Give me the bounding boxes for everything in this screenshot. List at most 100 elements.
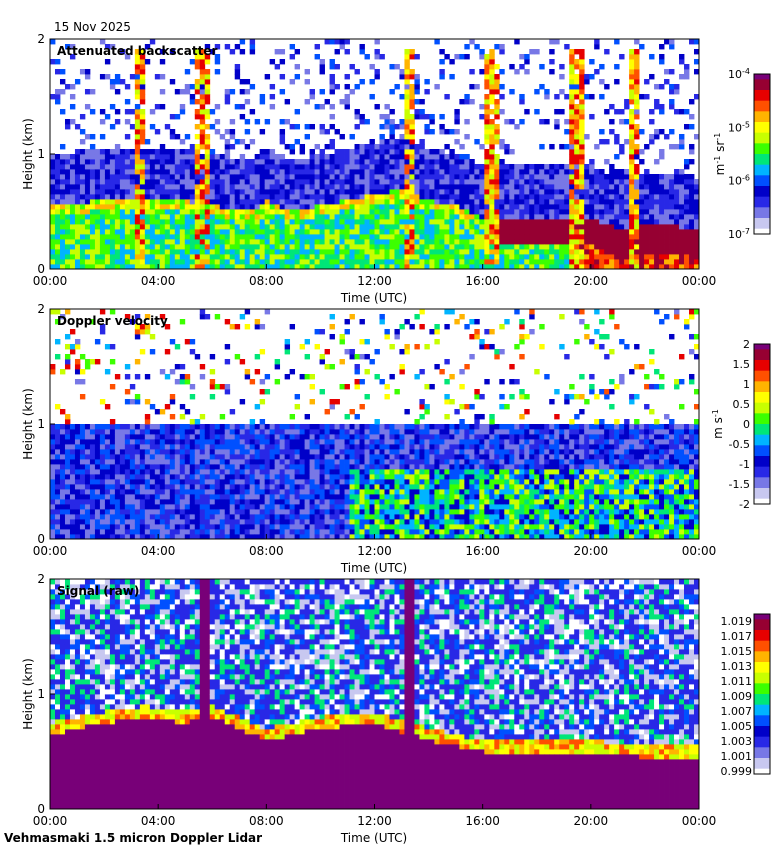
heatmap-cell <box>674 264 680 270</box>
heatmap-cell <box>204 94 211 100</box>
heatmap-cell <box>194 124 201 130</box>
heatmap-cell <box>629 79 635 85</box>
heatmap-cell <box>234 159 241 165</box>
heatmap-cell <box>179 374 186 380</box>
heatmap-cell <box>199 489 206 495</box>
colorbar-step <box>754 156 770 160</box>
heatmap-cell <box>159 259 166 265</box>
heatmap-cell <box>474 44 480 50</box>
heatmap-cell <box>624 254 630 260</box>
heatmap-cell <box>204 464 211 470</box>
heatmap-cell <box>664 39 670 45</box>
heatmap-cell <box>179 224 186 230</box>
heatmap-cell <box>309 149 315 155</box>
heatmap-cell <box>229 524 236 530</box>
heatmap-cell <box>449 259 455 265</box>
heatmap-cell <box>94 234 101 240</box>
heatmap-cell <box>79 529 86 535</box>
heatmap-cell <box>424 89 430 95</box>
heatmap-cell <box>164 529 171 535</box>
heatmap-cell <box>484 234 490 240</box>
heatmap-cell <box>494 219 500 225</box>
heatmap-cell <box>54 509 61 515</box>
heatmap-cell <box>224 389 231 395</box>
heatmap-cell <box>259 449 266 455</box>
heatmap-cell <box>524 214 530 220</box>
heatmap-cell <box>174 114 181 120</box>
heatmap-cell <box>59 69 66 75</box>
heatmap-cell <box>64 244 71 250</box>
heatmap-cell <box>54 339 61 345</box>
heatmap-cell <box>239 264 246 270</box>
heatmap-cell <box>164 489 171 495</box>
heatmap-cell <box>449 214 455 220</box>
heatmap-cell <box>54 159 61 165</box>
heatmap-cell <box>144 204 151 210</box>
heatmap-cell <box>50 429 56 435</box>
heatmap-cell <box>174 154 181 160</box>
heatmap-cell <box>329 174 335 180</box>
heatmap-cell <box>444 144 450 150</box>
heatmap-cell <box>284 119 291 125</box>
heatmap-cell <box>294 74 301 80</box>
heatmap-cell <box>384 264 390 270</box>
heatmap-cell <box>244 529 251 535</box>
heatmap-cell <box>549 59 555 65</box>
heatmap-cell <box>289 229 296 235</box>
heatmap-cell <box>504 194 510 200</box>
heatmap-cell <box>654 214 660 220</box>
heatmap-cell <box>389 169 395 175</box>
heatmap-cell <box>119 429 126 435</box>
heatmap-cell <box>649 224 655 230</box>
heatmap-cell <box>564 199 570 205</box>
heatmap-cell <box>494 174 500 180</box>
heatmap-cell <box>649 194 655 200</box>
heatmap-cell <box>574 184 580 190</box>
heatmap-cell <box>159 229 166 235</box>
heatmap-cell <box>99 109 106 115</box>
heatmap-cell <box>569 244 575 250</box>
heatmap-cell <box>174 219 181 225</box>
heatmap-cell <box>239 209 246 215</box>
heatmap-cell <box>364 164 370 170</box>
heatmap-cell <box>124 514 131 520</box>
heatmap-cell <box>289 79 296 85</box>
heatmap-cell <box>169 509 176 515</box>
heatmap-cell <box>504 179 510 185</box>
heatmap-cell <box>194 454 201 460</box>
heatmap-cell <box>364 159 370 165</box>
heatmap-cell <box>109 489 116 495</box>
heatmap-cell <box>184 194 191 200</box>
heatmap-cell <box>199 484 206 490</box>
heatmap-cell <box>134 494 141 500</box>
colorbar-step <box>754 196 770 200</box>
heatmap-cell <box>424 199 430 205</box>
heatmap-cell <box>564 259 570 265</box>
heatmap-cell <box>484 129 490 135</box>
heatmap-cell <box>74 464 81 470</box>
colorbar-step <box>754 162 770 166</box>
heatmap-cell <box>134 209 141 215</box>
heatmap-cell <box>599 264 605 270</box>
heatmap-cell <box>249 534 256 540</box>
heatmap-cell <box>144 314 151 320</box>
heatmap-cell <box>104 259 111 265</box>
heatmap-cell <box>254 459 261 465</box>
heatmap-cell <box>364 149 370 155</box>
heatmap-cell <box>94 259 101 265</box>
heatmap-cell <box>279 49 286 55</box>
heatmap-cell <box>684 179 690 185</box>
heatmap-cell <box>329 184 335 190</box>
heatmap-cell <box>464 244 470 250</box>
heatmap-cell <box>164 234 171 240</box>
heatmap-cell <box>59 229 66 235</box>
heatmap-cell <box>119 49 126 55</box>
heatmap-cell <box>174 134 181 140</box>
heatmap-cell <box>539 229 545 235</box>
heatmap-cell <box>134 79 141 85</box>
heatmap-cell <box>194 499 201 505</box>
heatmap-cell <box>244 189 251 195</box>
heatmap-cell <box>94 494 101 500</box>
heatmap-cell <box>694 224 700 230</box>
heatmap-cell <box>189 424 196 430</box>
